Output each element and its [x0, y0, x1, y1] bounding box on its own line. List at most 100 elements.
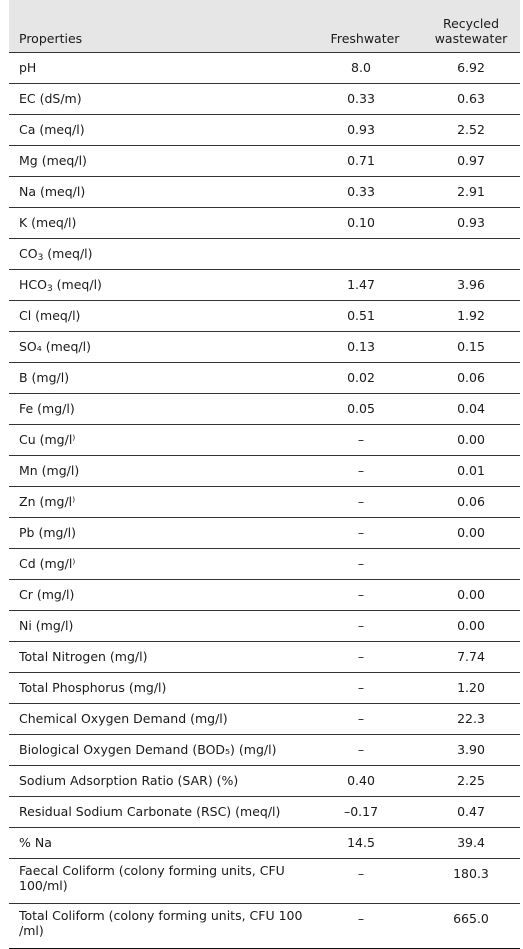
property-cell: Sodium Adsorption Ratio (SAR) (%)	[19, 773, 239, 788]
header-row: Properties Freshwater Recycled wastewate…	[9, 0, 520, 52]
recycled-wastewater-value: 22.3	[457, 711, 485, 726]
property-cell: Residual Sodium Carbonate (RSC) (meq/l)	[19, 804, 281, 819]
header-freshwater: Freshwater	[330, 30, 400, 46]
freshwater-value: –	[357, 494, 365, 509]
table-row: Ni (mg/l) – 0.00	[9, 610, 520, 641]
table-row: Chemical Oxygen Demand (mg/l) – 22.3	[9, 703, 520, 734]
table-row: Zn (mg/l⁾ – 0.06	[9, 486, 520, 517]
recycled-wastewater-value: 0.04	[457, 401, 485, 416]
property-cell: Biological Oxygen Demand (BOD₅) (mg/l)	[19, 742, 277, 757]
table-row: Cl (meq/l) 0.51 1.92	[9, 300, 520, 331]
table-row: Total Nitrogen (mg/l) – 7.74	[9, 641, 520, 672]
property-cell: Na (meq/l)	[19, 184, 86, 199]
water-properties-table: Properties Freshwater Recycled wastewate…	[9, 0, 520, 949]
table-row: Na (meq/l) 0.33 2.91	[9, 176, 520, 207]
table-row: SO₄ (meq/l) 0.13 0.15	[9, 331, 520, 362]
freshwater-value: 8.0	[308, 51, 422, 83]
property-cell: % Na	[19, 835, 52, 850]
recycled-wastewater-value: 3.96	[457, 277, 485, 292]
recycled-wastewater-value: 0.97	[457, 153, 485, 168]
freshwater-value: 0.02	[347, 370, 375, 385]
freshwater-value: 14.5	[347, 835, 375, 850]
property-cell: Cu (mg/l⁾	[19, 432, 76, 447]
property-name: HCO	[19, 277, 47, 292]
property-cell: Cl (meq/l)	[19, 308, 81, 323]
property-cell: CO3 (meq/l)	[9, 238, 308, 269]
property-cell: pH	[9, 51, 308, 83]
freshwater-value	[308, 238, 422, 269]
recycled-wastewater-value: 0.00	[457, 432, 485, 447]
freshwater-value: –	[357, 865, 365, 881]
property-unit: (meq/l)	[43, 246, 93, 261]
property-unit: (meq/l)	[52, 277, 102, 292]
table-row: Faecal Coliform (colony forming units, C…	[9, 858, 520, 903]
header-properties: Properties	[19, 30, 83, 46]
property-subscript: 3	[46, 284, 53, 294]
recycled-wastewater-value: 1.92	[457, 308, 485, 323]
table-row: Total Phosphorus (mg/l) – 1.20	[9, 672, 520, 703]
table-row: Sodium Adsorption Ratio (SAR) (%) 0.40 2.2…	[9, 765, 520, 796]
freshwater-value: –	[357, 680, 365, 695]
property-cell: Total Phosphorus (mg/l)	[19, 680, 167, 695]
table-row: Biological Oxygen Demand (BOD₅) (mg/l) – 3…	[9, 734, 520, 765]
freshwater-value: 0.33	[347, 91, 375, 106]
property-name: CO	[19, 246, 38, 261]
table-row: Ca (meq/l) 0.93 2.52	[9, 114, 520, 145]
property-cell: Faecal Coliform (colony forming units, C…	[19, 862, 285, 893]
freshwater-value: 0.13	[347, 339, 375, 354]
table-row: HCO3 (meq/l) 1.47 3.96	[9, 269, 520, 300]
table-row: Cu (mg/l⁾ – 0.00	[9, 424, 520, 455]
recycled-wastewater-value	[422, 238, 520, 269]
freshwater-value: –0.17	[343, 804, 379, 819]
freshwater-value: –	[357, 463, 365, 478]
table-row: Cd (mg/l⁾ –	[9, 548, 520, 579]
freshwater-value: –	[357, 618, 365, 633]
table-row: Mg (meq/l) 0.71 0.97	[9, 145, 520, 176]
recycled-wastewater-value: 0.00	[457, 525, 485, 540]
table-row: Cr (mg/l) – 0.00	[9, 579, 520, 610]
freshwater-value: –	[357, 910, 365, 926]
table-row: Pb (mg/l) – 0.00	[9, 517, 520, 548]
recycled-wastewater-value: 0.93	[457, 215, 485, 230]
table-row: CO3 (meq/l)	[9, 238, 520, 269]
recycled-wastewater-value: 0.47	[457, 804, 485, 819]
table-body: pH 8.0 6.92 EC (dS/m) 0.33 0.63 Ca (meq/l) 0.93…	[9, 51, 520, 948]
property-cell: Ni (mg/l)	[19, 618, 74, 633]
property-cell: B (mg/l)	[19, 370, 70, 385]
recycled-wastewater-value: 39.4	[457, 835, 485, 850]
table-row: % Na 14.5 39.4	[9, 827, 520, 858]
property-cell: Zn (mg/l⁾	[19, 494, 76, 509]
property-cell: EC (dS/m)	[19, 91, 82, 106]
freshwater-value: 0.51	[347, 308, 375, 323]
table-row: Mn (mg/l) – 0.01	[9, 455, 520, 486]
property-cell: K (meq/l)	[19, 215, 77, 230]
property-cell: Fe (mg/l)	[19, 401, 75, 416]
property-cell: SO₄ (meq/l)	[19, 339, 91, 354]
recycled-wastewater-value: 2.91	[457, 184, 485, 199]
table-row: K (meq/l) 0.10 0.93	[9, 207, 520, 238]
recycled-wastewater-value: 2.52	[457, 122, 485, 137]
table-row: Fe (mg/l) 0.05 0.04	[9, 393, 520, 424]
header-recycled-wastewater: Recycled wastewater	[434, 15, 508, 46]
recycled-wastewater-value: 0.06	[457, 494, 485, 509]
property-cell: Mn (mg/l)	[19, 463, 80, 478]
property-cell: HCO3 (meq/l)	[9, 269, 308, 300]
property-cell: Pb (mg/l)	[19, 525, 76, 540]
freshwater-value: 0.71	[347, 153, 375, 168]
recycled-wastewater-value: 0.06	[457, 370, 485, 385]
recycled-wastewater-value: 0.00	[457, 587, 485, 602]
recycled-wastewater-value: 3.90	[457, 742, 485, 757]
recycled-wastewater-value	[422, 548, 520, 579]
freshwater-value: –	[357, 649, 365, 664]
freshwater-value: –	[357, 556, 365, 571]
recycled-wastewater-value: 2.25	[457, 773, 485, 788]
recycled-wastewater-value: 0.63	[457, 91, 485, 106]
property-cell: Total Coliform (colony forming units, CF…	[19, 907, 303, 938]
property-cell: Mg (meq/l)	[19, 153, 87, 168]
recycled-wastewater-value: 0.01	[457, 463, 485, 478]
freshwater-value: –	[357, 742, 365, 757]
property-cell: Chemical Oxygen Demand (mg/l)	[19, 711, 228, 726]
freshwater-value: 0.05	[347, 401, 375, 416]
recycled-wastewater-value: 1.20	[457, 680, 485, 695]
